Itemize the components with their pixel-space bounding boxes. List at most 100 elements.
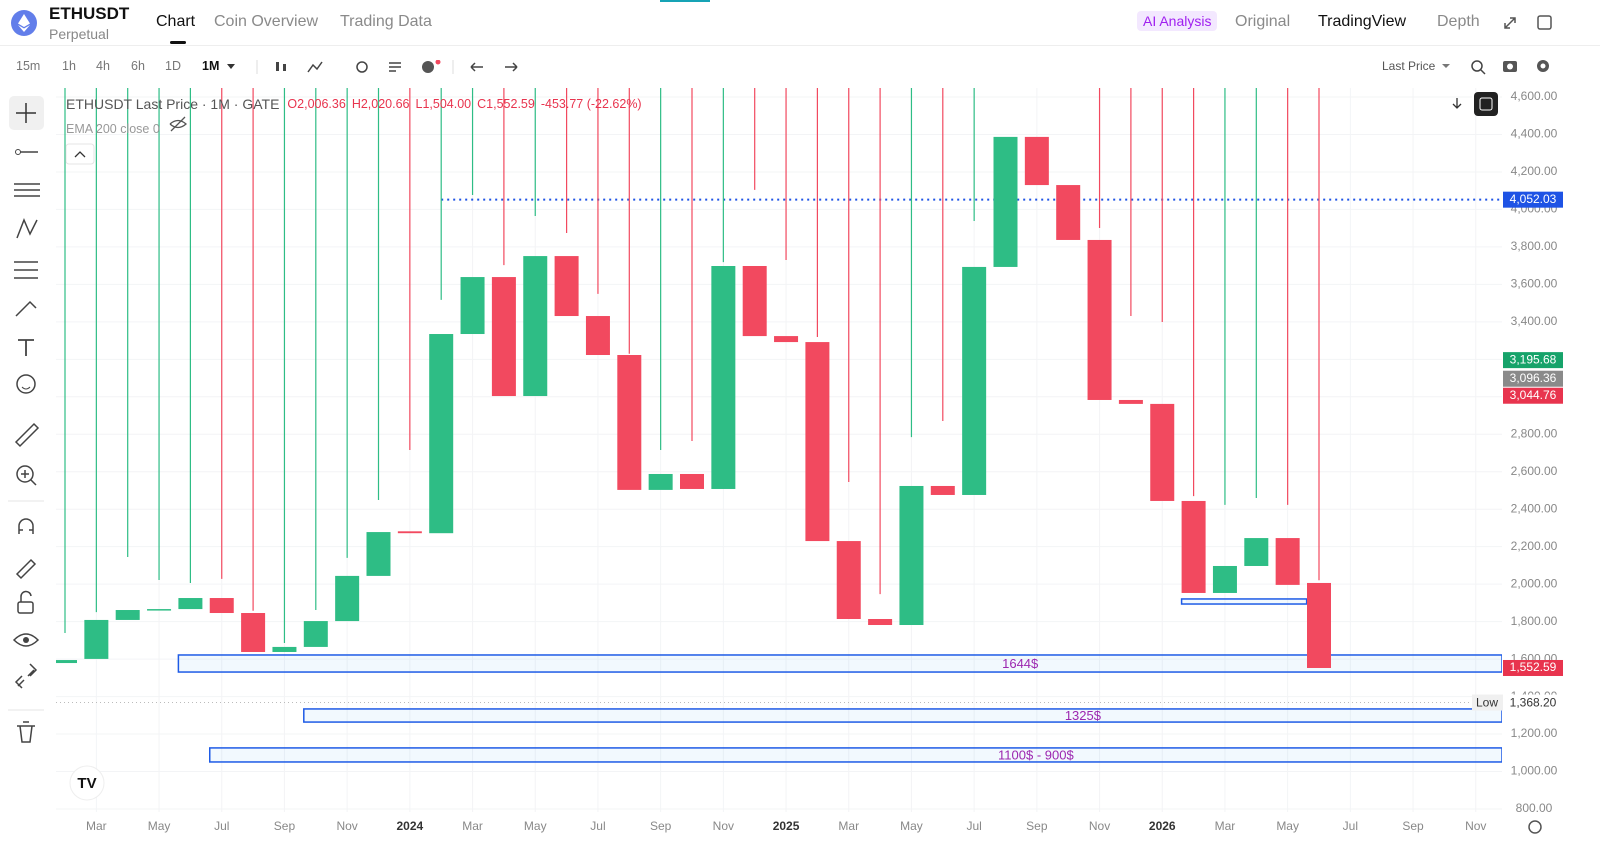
change: -453.77 (-22.62%): [540, 97, 642, 111]
candle-body: [993, 136, 1018, 267]
settings-icon[interactable]: [1528, 820, 1542, 834]
x-tick-label: Sep: [650, 819, 672, 833]
view-tab[interactable]: TradingView: [1318, 13, 1407, 30]
interval[interactable]: 15m: [16, 59, 41, 73]
toolbar-icons[interactable]: [225, 60, 525, 74]
x-tick-label: 2024: [396, 819, 423, 833]
ohlc-value: 1,504.00: [422, 97, 472, 111]
interval[interactable]: 1M: [202, 59, 220, 73]
interval[interactable]: 4h: [96, 59, 110, 73]
x-tick-label: Jul: [1343, 819, 1358, 833]
ohlc: O2,006.36 H2,020.66 L1,504.00 C1,552.59 -453…: [287, 96, 641, 112]
ohlc-item: C1,552.59: [477, 97, 535, 112]
ohlc-item: L1,504.00: [416, 97, 472, 112]
y-tick-label: 2,400.00: [1511, 501, 1558, 515]
zones: 1644$ 1325$ 1100$ - 900$: [56, 198, 1502, 763]
candle-body: [1024, 136, 1049, 186]
candle-body: [523, 256, 548, 397]
candle-body: [272, 646, 297, 652]
window-icons[interactable]: [1500, 12, 1560, 34]
candle-body: [56, 660, 77, 664]
drawing-tools[interactable]: [0, 88, 52, 858]
y-tick-label: 3,800.00: [1511, 239, 1558, 253]
x-tick-label: Jul: [966, 819, 981, 833]
x-tick-label: Mar: [86, 819, 107, 833]
ohlc-key: O: [287, 97, 298, 111]
collapse-icon: [74, 151, 86, 158]
ohlc-key: C: [477, 97, 487, 111]
candle-body: [962, 266, 987, 495]
x-tick-label: Sep: [1026, 819, 1048, 833]
x-tick-label: Sep: [1402, 819, 1424, 833]
candle-body: [805, 342, 830, 542]
scroll-down-icon[interactable]: [1452, 98, 1462, 109]
price-line-tag-label: 4,052.03: [1510, 192, 1557, 206]
coin-logo: [11, 10, 37, 36]
tab[interactable]: Coin Overview: [214, 13, 319, 30]
interval[interactable]: 6h: [131, 59, 145, 73]
price-tag-label: 3,044.76: [1510, 388, 1557, 402]
symbol[interactable]: ETHUSDT: [49, 4, 130, 23]
y-tick-label: 2,800.00: [1511, 426, 1558, 440]
y-tick-label: 4,400.00: [1511, 127, 1558, 141]
candle-body: [303, 621, 328, 647]
zone: [209, 747, 1502, 763]
x-tick-label: May: [524, 819, 547, 833]
low-text: Low: [1476, 696, 1498, 710]
hide-icon[interactable]: [169, 116, 187, 132]
y-tick-label: 1,800.00: [1511, 614, 1558, 628]
ohlc-item: H2,020.66: [352, 97, 410, 112]
price-tag: [1503, 387, 1563, 404]
x-tick-label: Jul: [590, 819, 605, 833]
tv-logo-bg[interactable]: [69, 765, 105, 801]
candle-body: [1118, 399, 1143, 404]
x-tick-label: May: [900, 819, 923, 833]
collapse-button[interactable]: [65, 143, 95, 165]
candle-body: [178, 598, 203, 610]
zone: [303, 708, 1502, 723]
ohlc-key: H: [351, 97, 361, 111]
interval[interactable]: 1D: [165, 59, 181, 73]
ohlc-key: L: [415, 97, 423, 111]
view-tab[interactable]: Original: [1235, 13, 1291, 30]
y-tick-label: 1,000.00: [1511, 764, 1558, 778]
candle-body: [460, 277, 485, 335]
interval[interactable]: 1h: [62, 59, 76, 73]
legend-title: ETHUSDT Last Price · 1M · GATE: [66, 96, 280, 112]
candle-body: [1212, 565, 1237, 593]
fullscreen-button[interactable]: [1474, 92, 1498, 116]
x-tick-label: Mar: [1215, 819, 1236, 833]
x-tick-label: Nov: [1465, 819, 1486, 833]
candle-body: [868, 619, 893, 626]
x-tick-label: 2025: [773, 819, 800, 833]
tv-logo: TV: [77, 775, 96, 792]
ohlc-value: 2,006.36: [297, 97, 346, 111]
overlay: 800.001,000.001,200.001,400.001,600.001,…: [86, 89, 1563, 833]
ai-analysis[interactable]: AI Analysis: [1137, 11, 1218, 31]
candle-body: [366, 532, 391, 576]
indicator[interactable]: EMA 200 close 0: [66, 122, 160, 136]
price-line-tag: [1503, 191, 1563, 208]
y-tick-label: 2,200.00: [1511, 539, 1558, 553]
zone: [1180, 598, 1308, 605]
price-type[interactable]: Last Price: [1382, 59, 1436, 73]
zone-label: 1325$: [1065, 708, 1102, 723]
y-tick-label: 800.00: [1516, 801, 1553, 815]
x-tick-label: 2026: [1149, 819, 1176, 833]
x-tick-label: May: [1276, 819, 1299, 833]
ohlc-value: 2,020.66: [360, 97, 410, 111]
ohlc-item: O2,006.36: [287, 97, 345, 112]
candle-body: [836, 541, 861, 620]
tab[interactable]: Trading Data: [340, 13, 432, 30]
candle-body: [680, 473, 704, 489]
candle-body: [209, 598, 234, 614]
y-tick-label: 2,000.00: [1511, 576, 1558, 590]
candle-body: [1181, 500, 1206, 593]
tab[interactable]: Chart: [156, 13, 196, 30]
candle-body: [1307, 582, 1331, 668]
x-tick-label: Nov: [336, 819, 357, 833]
toolbar-right-icons[interactable]: [1442, 59, 1554, 75]
view-tab[interactable]: Depth: [1437, 13, 1480, 30]
candle-body: [1275, 538, 1300, 585]
